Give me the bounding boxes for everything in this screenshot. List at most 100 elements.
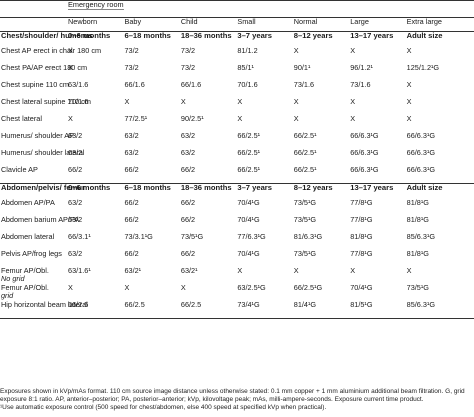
row-label: Chest lateral supine 110 cm [1,97,91,106]
table-header-category-row: Newborn Baby Child Small Normal Large Ex… [0,17,474,32]
table-cell: 63/2 [68,249,83,258]
table-cell: 66/6.3¹G [350,165,379,174]
table-cell: 63/2¹ [180,266,198,275]
row-sublabel: No grid [1,274,25,283]
table-cell: 66/2.5¹ [293,165,317,174]
table-cell: 66/2 [124,198,139,207]
table-cell: 63/2 [68,215,83,224]
table-cell: 63/2 [68,131,83,140]
table-cell: 90/1¹ [293,63,311,72]
table-cell: 81/6.3¹G [293,232,323,241]
table-header-group-row: Emergency room [0,0,474,18]
table-row: Chest PA/AP erect 180 cm X 73/2 73/2 85/… [0,64,474,81]
table-footnote: Exposures shown in kVp/mAs format. 110 c… [0,388,474,412]
table-row: Hip horizontal beam lateral 66/2.5 66/2.… [0,301,474,319]
table-cell: 70/4¹G [237,215,260,224]
table-cell: 66/2.5¹ [293,148,317,157]
table-cell: 66/2.5¹ [237,165,261,174]
age-range: 3–7 years [235,31,292,47]
section-header-row: Chest/shoulder/ humerus 0–6 months 6–18 … [0,31,474,47]
table-cell: X [68,114,73,123]
table-cell: X [68,283,73,292]
table-cell: 125/1.2¹G [406,63,440,72]
table-cell: 77/8¹G [350,249,373,258]
age-range: Adult size [404,183,474,199]
table-cell: 73/1.6 [350,80,371,89]
table-cell: X [293,46,299,55]
table-cell: 66/2 [68,165,83,174]
table-cell: 77/6.3¹G [237,232,266,241]
group-label: Emergency room [68,0,124,10]
category-header: Child [178,17,236,32]
table-cell: 81/4¹G [291,301,349,319]
table-cell: 70/4¹G [350,283,373,292]
row-label: Femur AP/Obl. [1,283,49,292]
category-header: Large [348,17,405,32]
age-range: 3–7 years [235,183,292,199]
table-cell: 63/2.5¹G [237,283,266,292]
table-row: Chest lateral X 77/2.5¹ 90/2.5¹ X X X X [0,115,474,132]
table-cell: 66/2.5¹ [237,148,261,157]
table-cell: 81/8¹G [406,198,429,207]
table-cell: 73/1.6 [293,80,315,89]
table-cell: 85/6.3¹G [406,232,436,241]
table-cell: X [180,97,186,106]
table-cell: 66/6.3¹G [406,148,436,157]
section-title: Abdomen/pelvis/ femur [0,183,85,199]
category-header: Extra large [404,17,474,32]
table-cell: 63/2 [124,148,139,157]
table-cell: 66/2 [124,249,139,258]
table-row: Humerus/ shoulder AP 63/2 63/2 63/2 66/2… [0,132,474,149]
age-range: 13–17 years [348,31,405,47]
table-cell: 66/2.5¹G [293,283,323,292]
table-cell: 66/2.5¹ [293,131,317,140]
table-cell: X [406,46,412,55]
exposure-table: Emergency room Newborn Baby Child Small … [0,0,474,319]
table-cell: 63/2¹ [124,266,142,275]
table-cell: X [237,266,243,275]
age-range: 0–6 months [66,31,123,47]
table-cell: X [406,114,412,123]
row-label: Chest AP erect in chair 180 cm [1,46,102,55]
row-label-cell: Femur AP/Obl. grid [0,284,66,301]
table-cell: X [293,114,299,123]
table-cell: 66/2 [180,165,196,174]
table-cell: X [350,114,356,123]
table-cell: 73/5¹G [293,249,317,258]
table-cell: 73/5¹G [406,283,429,292]
header-empty-cell [0,0,67,18]
table-row: Femur AP/Obl. grid X X X 63/2.5¹G 66/2.5¹… [0,284,474,301]
table-cell: 77/8¹G [350,198,373,207]
table-cell: 66/6.3¹G [406,131,436,140]
table-cell: 66/2 [124,165,139,174]
footnote-text: Exposures shown in kVp/mAs format. 110 c… [0,388,465,403]
table-cell: X [293,266,299,275]
table-cell: 73/5¹G [180,232,204,241]
table-cell: 66/2 [180,249,196,258]
table-cell: 81/8¹G [406,215,429,224]
row-label: Chest PA/AP erect 180 cm [1,63,88,72]
category-header: Baby [122,17,179,32]
table-cell: 73/4¹G [235,301,292,319]
table-cell: X [406,80,412,89]
table-cell: 77/8¹G [350,215,373,224]
table-cell: 70/4¹G [237,249,260,258]
age-range: 6–18 months [122,31,179,47]
table-cell: 73/2 [180,46,196,55]
table-cell: 81/8¹G [350,232,373,241]
table-cell: 66/3.1¹ [68,232,91,241]
table-cell: X [237,97,243,106]
table-row: Abdomen barium AP/PA 63/2 66/2 66/2 70/4… [0,216,474,233]
table-cell: 81/1.2 [237,46,258,55]
table-cell: 70/4¹G [237,198,260,207]
section-header-row: Abdomen/pelvis/ femur 0–6 months 6–18 mo… [0,183,474,199]
table-cell: 70/1.6 [237,80,258,89]
header-group-cell: Emergency room [66,0,474,18]
table-cell: 73/2 [180,63,196,72]
age-range: 18–36 months [178,31,236,47]
table-cell: 85/6.3¹G [404,301,474,319]
table-cell: X [124,97,130,106]
category-header: Newborn [66,17,123,32]
row-label-cell: Femur AP/Obl. No grid [0,267,66,284]
table-row: Abdomen lateral 66/3.1¹ 73/3.1¹G 73/5¹G … [0,233,474,250]
